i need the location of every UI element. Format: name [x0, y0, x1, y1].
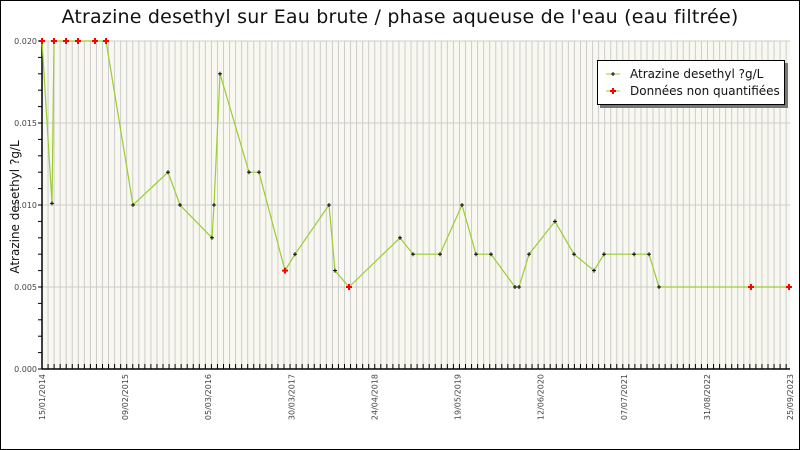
x-tick-label: 19/05/2019 — [454, 374, 463, 420]
y-tick-label: 0.010 — [14, 201, 37, 210]
non-quantified-marker — [346, 284, 352, 290]
chart-title: Atrazine desethyl sur Eau brute / phase … — [61, 6, 739, 28]
data-point-marker — [50, 201, 54, 206]
non-quantified-marker — [92, 38, 98, 44]
data-point-marker — [178, 203, 182, 207]
non-quantified-marker — [786, 284, 792, 290]
non-quantified-marker — [103, 38, 109, 44]
data-point-marker — [602, 252, 606, 257]
x-tick-label: 25/09/2023 — [786, 374, 795, 420]
non-quantified-marker — [51, 38, 57, 44]
x-tick-label: 12/06/2020 — [537, 374, 546, 420]
data-point-marker — [257, 170, 261, 175]
y-tick-label: 0.000 — [14, 365, 37, 374]
data-point-marker — [474, 252, 478, 257]
data-point-marker — [212, 203, 216, 207]
legend: Atrazine desethyl ?g/L Données non quant… — [597, 60, 785, 105]
data-point-marker — [247, 170, 251, 175]
x-tick-label: 05/03/2016 — [204, 374, 213, 420]
series-line — [41, 40, 789, 288]
legend-label: Données non quantifiées — [630, 84, 780, 98]
data-point-marker — [572, 252, 576, 257]
data-point-marker — [210, 235, 214, 240]
data-point-marker — [333, 268, 337, 273]
data-point-marker — [527, 252, 531, 257]
x-tick-label: 07/07/2021 — [620, 374, 629, 420]
data-point-marker — [438, 252, 442, 257]
non-quantified-marker — [63, 38, 69, 44]
x-tick-label: 09/02/2015 — [121, 374, 130, 420]
x-tick-label: 24/04/2018 — [370, 374, 379, 420]
non-quantified-marker — [282, 267, 288, 274]
y-tick-label: 0.020 — [14, 37, 37, 46]
data-point-marker — [327, 203, 331, 207]
non-quantified-marker — [75, 38, 81, 44]
legend-item-non-quantified: Données non quantifiées — [606, 83, 780, 99]
data-point-marker — [398, 235, 402, 240]
data-point-marker — [460, 203, 464, 207]
y-tick-label: 0.015 — [14, 119, 37, 128]
y-tick-label: 0.005 — [14, 283, 37, 292]
legend-item-quantified: Atrazine desethyl ?g/L — [606, 66, 763, 82]
data-point-marker — [218, 71, 222, 76]
black-cross-marker-icon — [606, 72, 620, 76]
x-tick-label: 31/08/2022 — [703, 374, 712, 420]
data-point-marker — [632, 252, 636, 257]
data-point-marker — [657, 285, 661, 289]
data-point-marker — [592, 268, 596, 273]
data-point-marker — [166, 170, 170, 175]
data-point-marker — [489, 252, 493, 257]
data-point-marker — [517, 285, 521, 289]
data-point-marker — [553, 219, 557, 224]
x-tick-label: 15/01/2014 — [38, 374, 47, 420]
data-point-marker — [131, 203, 135, 207]
data-point-marker — [293, 252, 297, 257]
data-point-marker — [647, 252, 651, 257]
red-cross-marker-icon — [606, 88, 620, 94]
x-tick-label: 30/03/2017 — [287, 374, 296, 420]
legend-label: Atrazine desethyl ?g/L — [630, 67, 764, 81]
data-point-marker — [411, 252, 415, 257]
data-point-marker — [513, 285, 517, 289]
non-quantified-marker — [39, 38, 45, 44]
non-quantified-marker — [748, 284, 754, 290]
